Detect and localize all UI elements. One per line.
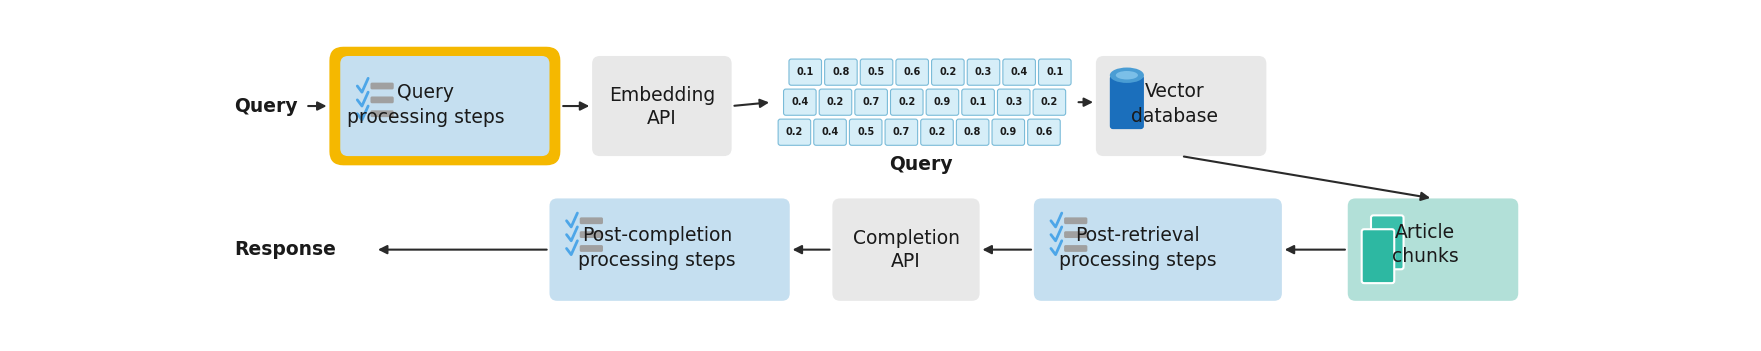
FancyBboxPatch shape (1064, 245, 1087, 252)
FancyBboxPatch shape (1347, 198, 1518, 301)
Text: 0.4: 0.4 (1011, 67, 1028, 77)
Text: 0.5: 0.5 (868, 67, 886, 77)
FancyBboxPatch shape (926, 89, 958, 115)
FancyBboxPatch shape (896, 59, 928, 85)
Text: API: API (646, 109, 676, 128)
Text: 0.3: 0.3 (1006, 97, 1023, 107)
Ellipse shape (1116, 71, 1138, 79)
Text: 0.9: 0.9 (1000, 127, 1016, 137)
Text: 0.1: 0.1 (970, 97, 986, 107)
Text: processing steps: processing steps (1058, 251, 1217, 270)
FancyBboxPatch shape (967, 59, 1000, 85)
FancyBboxPatch shape (1109, 75, 1145, 129)
Text: processing steps: processing steps (578, 251, 736, 270)
FancyBboxPatch shape (991, 119, 1025, 145)
Text: Query: Query (234, 97, 298, 115)
Text: 0.4: 0.4 (821, 127, 838, 137)
Text: Query: Query (889, 155, 953, 174)
Text: 0.4: 0.4 (791, 97, 808, 107)
Text: 0.3: 0.3 (976, 67, 991, 77)
FancyBboxPatch shape (370, 82, 394, 90)
Text: 0.6: 0.6 (903, 67, 921, 77)
FancyBboxPatch shape (778, 119, 810, 145)
FancyBboxPatch shape (932, 59, 963, 85)
Text: Embedding: Embedding (609, 86, 715, 105)
Text: 0.7: 0.7 (863, 97, 880, 107)
Text: Query: Query (396, 83, 454, 102)
FancyBboxPatch shape (849, 119, 882, 145)
Text: 0.2: 0.2 (898, 97, 916, 107)
FancyBboxPatch shape (833, 198, 979, 301)
Text: Vector: Vector (1145, 82, 1205, 101)
FancyBboxPatch shape (861, 59, 893, 85)
FancyBboxPatch shape (886, 119, 917, 145)
Text: 0.1: 0.1 (1046, 67, 1064, 77)
Ellipse shape (1109, 67, 1145, 83)
Text: processing steps: processing steps (347, 108, 504, 127)
FancyBboxPatch shape (1064, 231, 1087, 238)
Text: Article: Article (1395, 223, 1455, 242)
FancyBboxPatch shape (370, 110, 394, 117)
Text: 0.2: 0.2 (828, 97, 844, 107)
FancyBboxPatch shape (579, 217, 602, 224)
Text: 0.7: 0.7 (893, 127, 910, 137)
Text: 0.2: 0.2 (1041, 97, 1058, 107)
FancyBboxPatch shape (921, 119, 953, 145)
FancyBboxPatch shape (370, 97, 394, 103)
Text: 0.9: 0.9 (933, 97, 951, 107)
Text: 0.8: 0.8 (833, 67, 849, 77)
FancyBboxPatch shape (1034, 89, 1065, 115)
FancyBboxPatch shape (1372, 216, 1404, 269)
FancyBboxPatch shape (1034, 198, 1282, 301)
FancyBboxPatch shape (549, 198, 789, 301)
FancyBboxPatch shape (579, 231, 602, 238)
FancyBboxPatch shape (1064, 217, 1087, 224)
FancyBboxPatch shape (789, 59, 822, 85)
Text: chunks: chunks (1391, 247, 1458, 266)
Text: 0.2: 0.2 (928, 127, 946, 137)
FancyBboxPatch shape (891, 89, 923, 115)
FancyBboxPatch shape (340, 56, 549, 156)
FancyBboxPatch shape (784, 89, 815, 115)
Text: 0.6: 0.6 (1035, 127, 1053, 137)
FancyBboxPatch shape (1039, 59, 1071, 85)
FancyBboxPatch shape (592, 56, 731, 156)
FancyBboxPatch shape (1002, 59, 1035, 85)
FancyBboxPatch shape (814, 119, 847, 145)
FancyBboxPatch shape (329, 47, 560, 165)
Text: Response: Response (234, 240, 336, 259)
FancyBboxPatch shape (962, 89, 995, 115)
FancyBboxPatch shape (819, 89, 852, 115)
FancyBboxPatch shape (854, 89, 888, 115)
FancyBboxPatch shape (824, 59, 858, 85)
Text: database: database (1131, 107, 1219, 126)
Text: Post-completion: Post-completion (583, 226, 733, 245)
Text: 0.1: 0.1 (796, 67, 814, 77)
Text: Post-retrieval: Post-retrieval (1076, 226, 1199, 245)
Text: Completion: Completion (852, 229, 960, 249)
FancyBboxPatch shape (1361, 229, 1395, 283)
Text: 0.8: 0.8 (963, 127, 981, 137)
Text: 0.2: 0.2 (939, 67, 956, 77)
FancyBboxPatch shape (956, 119, 990, 145)
FancyBboxPatch shape (1095, 56, 1266, 156)
Text: API: API (891, 252, 921, 271)
FancyBboxPatch shape (997, 89, 1030, 115)
FancyBboxPatch shape (579, 245, 602, 252)
Text: 0.5: 0.5 (858, 127, 873, 137)
FancyBboxPatch shape (1028, 119, 1060, 145)
Text: 0.2: 0.2 (785, 127, 803, 137)
